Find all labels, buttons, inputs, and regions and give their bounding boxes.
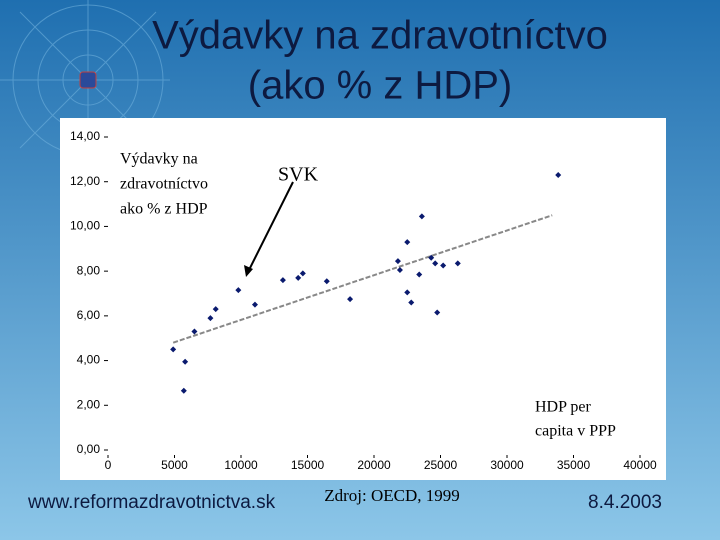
arrow-head — [244, 265, 253, 277]
point — [394, 258, 401, 265]
point — [416, 271, 423, 278]
point — [440, 262, 447, 269]
point — [408, 299, 415, 306]
point — [396, 267, 403, 274]
point — [251, 301, 258, 308]
x-tick-label: 10000 — [224, 458, 258, 472]
point — [434, 309, 441, 316]
y-label-line: Výdavky na — [120, 151, 198, 168]
logo — [79, 71, 97, 89]
point — [235, 287, 242, 294]
title-line: Výdavky na zdravotníctvo — [152, 14, 608, 58]
point — [454, 260, 461, 267]
point — [404, 289, 411, 296]
x-tick-label: 20000 — [357, 458, 391, 472]
point — [299, 270, 306, 277]
x-tick-label: 0 — [105, 458, 112, 472]
footer-right: 8.4.2003 — [588, 492, 662, 513]
x-tick-label: 30000 — [490, 458, 524, 472]
point — [295, 274, 302, 281]
x-tick-label: 35000 — [557, 458, 591, 472]
x-tick-label: 40000 — [623, 458, 657, 472]
y-tick-label: 14,00 — [70, 129, 100, 143]
y-tick-label: 8,00 — [77, 263, 101, 277]
x-tick-label: 25000 — [424, 458, 458, 472]
y-tick-label: 6,00 — [77, 308, 101, 322]
point — [432, 260, 439, 267]
point — [404, 239, 411, 246]
point — [182, 358, 189, 365]
point — [170, 346, 177, 353]
y-tick-label: 0,00 — [77, 442, 101, 456]
x-label-line: HDP per — [535, 399, 592, 416]
x-label-line: capita v PPP — [535, 423, 616, 440]
point — [212, 306, 219, 313]
point — [323, 278, 330, 285]
point — [347, 296, 354, 303]
point — [191, 328, 198, 335]
title-line: (ako % z HDP) — [248, 64, 513, 108]
x-tick-label: 15000 — [291, 458, 325, 472]
point — [555, 172, 562, 179]
point — [428, 254, 435, 261]
annotation: SVK — [278, 164, 319, 186]
point — [279, 277, 286, 284]
y-label-line: zdravotníctvo — [120, 176, 208, 193]
annotation-arrow — [247, 181, 294, 273]
x-tick-label: 5000 — [161, 458, 188, 472]
point — [207, 315, 214, 322]
y-tick-label: 10,00 — [70, 219, 100, 233]
chart-area — [60, 118, 666, 480]
y-tick-label: 12,00 — [70, 174, 100, 188]
footer-center: Zdroj: OECD, 1999 — [324, 486, 460, 505]
y-label-line: ako % z HDP — [120, 201, 208, 218]
point — [418, 213, 425, 220]
point — [180, 387, 187, 394]
trendline — [172, 214, 553, 344]
y-tick-label: 4,00 — [77, 353, 101, 367]
y-tick-label: 2,00 — [77, 397, 101, 411]
footer-left: www.reformazdravotnictva.sk — [27, 492, 276, 513]
